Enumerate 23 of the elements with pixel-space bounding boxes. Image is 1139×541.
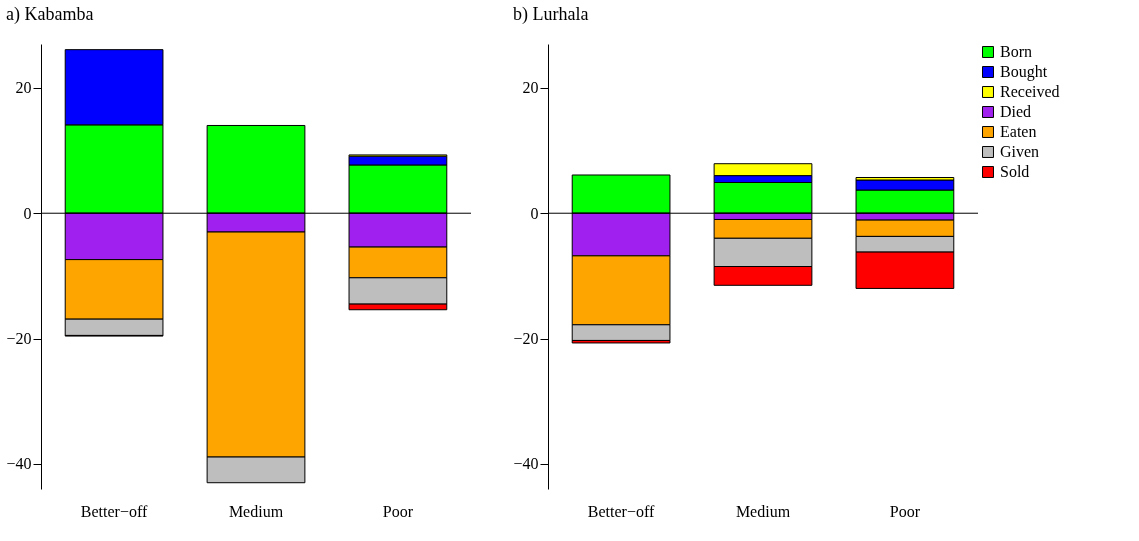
legend-label: Born [1000, 43, 1032, 60]
legend-label: Bought [1000, 63, 1048, 81]
y-tick-label: 0 [530, 204, 539, 222]
legend-label: Eaten [1000, 123, 1037, 140]
x-tick-label: Better−off [587, 502, 655, 520]
x-tick-label: Medium [735, 502, 791, 520]
y-tick-label: −40 [513, 455, 539, 473]
x-tick-label: Poor [382, 502, 414, 520]
x-tick-label: Better−off [80, 502, 148, 520]
legend-label: Received [1000, 83, 1060, 100]
chart-title: b) Lurhala [512, 4, 589, 25]
y-tick-label: 20 [522, 79, 539, 97]
legend-label: Given [1000, 143, 1040, 160]
y-tick-label: 0 [23, 204, 32, 222]
y-tick-label: −40 [6, 455, 32, 473]
y-tick-label: 20 [15, 79, 32, 97]
legend-label: Sold [1000, 163, 1030, 180]
x-tick-label: Medium [228, 502, 284, 520]
y-tick-label: −20 [513, 330, 539, 348]
chart-title: a) Kabamba [5, 4, 94, 25]
legend-label: Died [1000, 103, 1032, 120]
y-tick-label: −20 [6, 330, 32, 348]
x-tick-label: Poor [889, 502, 921, 520]
